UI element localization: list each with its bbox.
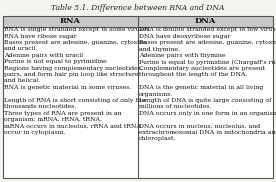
Bar [138, 16, 273, 27]
Text: RNA: RNA [60, 17, 81, 25]
Text: DNA is double stranded except in few viruses
DNA have deoxyribose sugar
Bases pr: DNA is double stranded except in few vir… [139, 27, 276, 141]
Bar [3, 16, 273, 178]
Text: DNA: DNA [195, 17, 216, 25]
Text: RNA is single stranded except in some viruses
RNA have ribose sugar
Bases presen: RNA is single stranded except in some vi… [4, 27, 150, 135]
Text: Table 5.1. Difference between RNA and DNA: Table 5.1. Difference between RNA and DN… [51, 4, 225, 12]
Bar [3, 16, 138, 27]
Bar [3, 16, 273, 178]
